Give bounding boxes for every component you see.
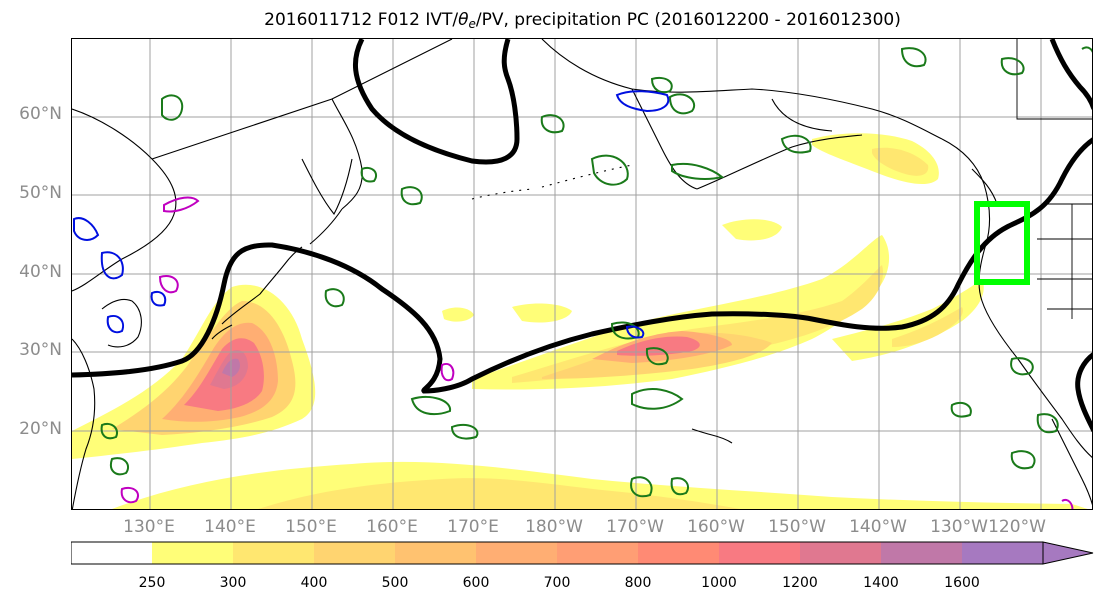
colorbar-swatch [233, 542, 314, 564]
lat-label-30n: 30°N [19, 340, 62, 360]
lon-label-180w: 180°W [525, 517, 583, 537]
colorbar-swatch [152, 542, 233, 564]
colorbar-swatch [800, 542, 881, 564]
colorbar-tick-label: 500 [381, 575, 409, 591]
colorbar-tick-label: 1600 [944, 575, 980, 591]
lat-label-60n: 60°N [19, 104, 62, 124]
colorbar-swatch [881, 542, 962, 564]
lon-label-170e: 170°E [447, 517, 499, 537]
ivt-shading-western-ar [72, 284, 316, 459]
colorbar [71, 541, 1101, 567]
map-panel [71, 38, 1093, 510]
ivt-shading-southern-band [112, 461, 1088, 509]
lon-label-120w: 120°W [988, 517, 1046, 537]
colorbar-tick-label: 800 [624, 575, 652, 591]
pv-green-contours [100, 46, 1092, 498]
colorbar-tick-label: 600 [462, 575, 490, 591]
target-region-box [974, 201, 1030, 285]
colorbar-swatch [638, 542, 719, 564]
lon-label-130e: 130°E [123, 517, 175, 537]
colorbar-swatch [557, 542, 638, 564]
lat-label-20n: 20°N [19, 419, 62, 439]
colorbar-extend-arrow [1042, 541, 1094, 565]
colorbar-tick-label: 700 [543, 575, 571, 591]
lon-label-160e: 160°E [366, 517, 418, 537]
colorbar-tick-label: 250 [138, 575, 166, 591]
figure-title: 2016011712 F012 IVT/θe/PV, precipitation… [264, 10, 901, 31]
theta-e-contour [72, 39, 1092, 433]
colorbar-tick-label: 1400 [863, 575, 899, 591]
lon-label-160w: 160°W [687, 517, 745, 537]
pv-magenta-contours [120, 196, 1074, 509]
lon-label-170w: 170°W [606, 517, 664, 537]
lon-label-140e: 140°E [204, 517, 256, 537]
colorbar-swatch [719, 542, 800, 564]
colorbar-swatches [71, 541, 1094, 565]
lon-label-130w: 130°W [930, 517, 988, 537]
colorbar-swatch [962, 542, 1043, 564]
lon-label-150w: 150°W [768, 517, 826, 537]
lat-label-40n: 40°N [19, 262, 62, 282]
ivt-shading-central-ar [472, 235, 984, 390]
colorbar-tick-label: 1000 [701, 575, 737, 591]
lat-label-50n: 50°N [19, 183, 62, 203]
colorbar-swatch [476, 542, 557, 564]
lon-label-140w: 140°W [849, 517, 907, 537]
colorbar-tick-label: 1200 [782, 575, 818, 591]
colorbar-tick-label: 400 [300, 575, 328, 591]
lon-label-150e: 150°E [285, 517, 337, 537]
colorbar-tick-label: 300 [219, 575, 247, 591]
map-canvas [72, 39, 1092, 509]
ivt-shading-gulf-of-alaska [442, 133, 939, 323]
graticule [72, 39, 1092, 509]
colorbar-swatch [314, 542, 395, 564]
colorbar-swatch [395, 542, 476, 564]
colorbar-swatch [71, 542, 152, 564]
pv-blue-contours [73, 90, 670, 339]
